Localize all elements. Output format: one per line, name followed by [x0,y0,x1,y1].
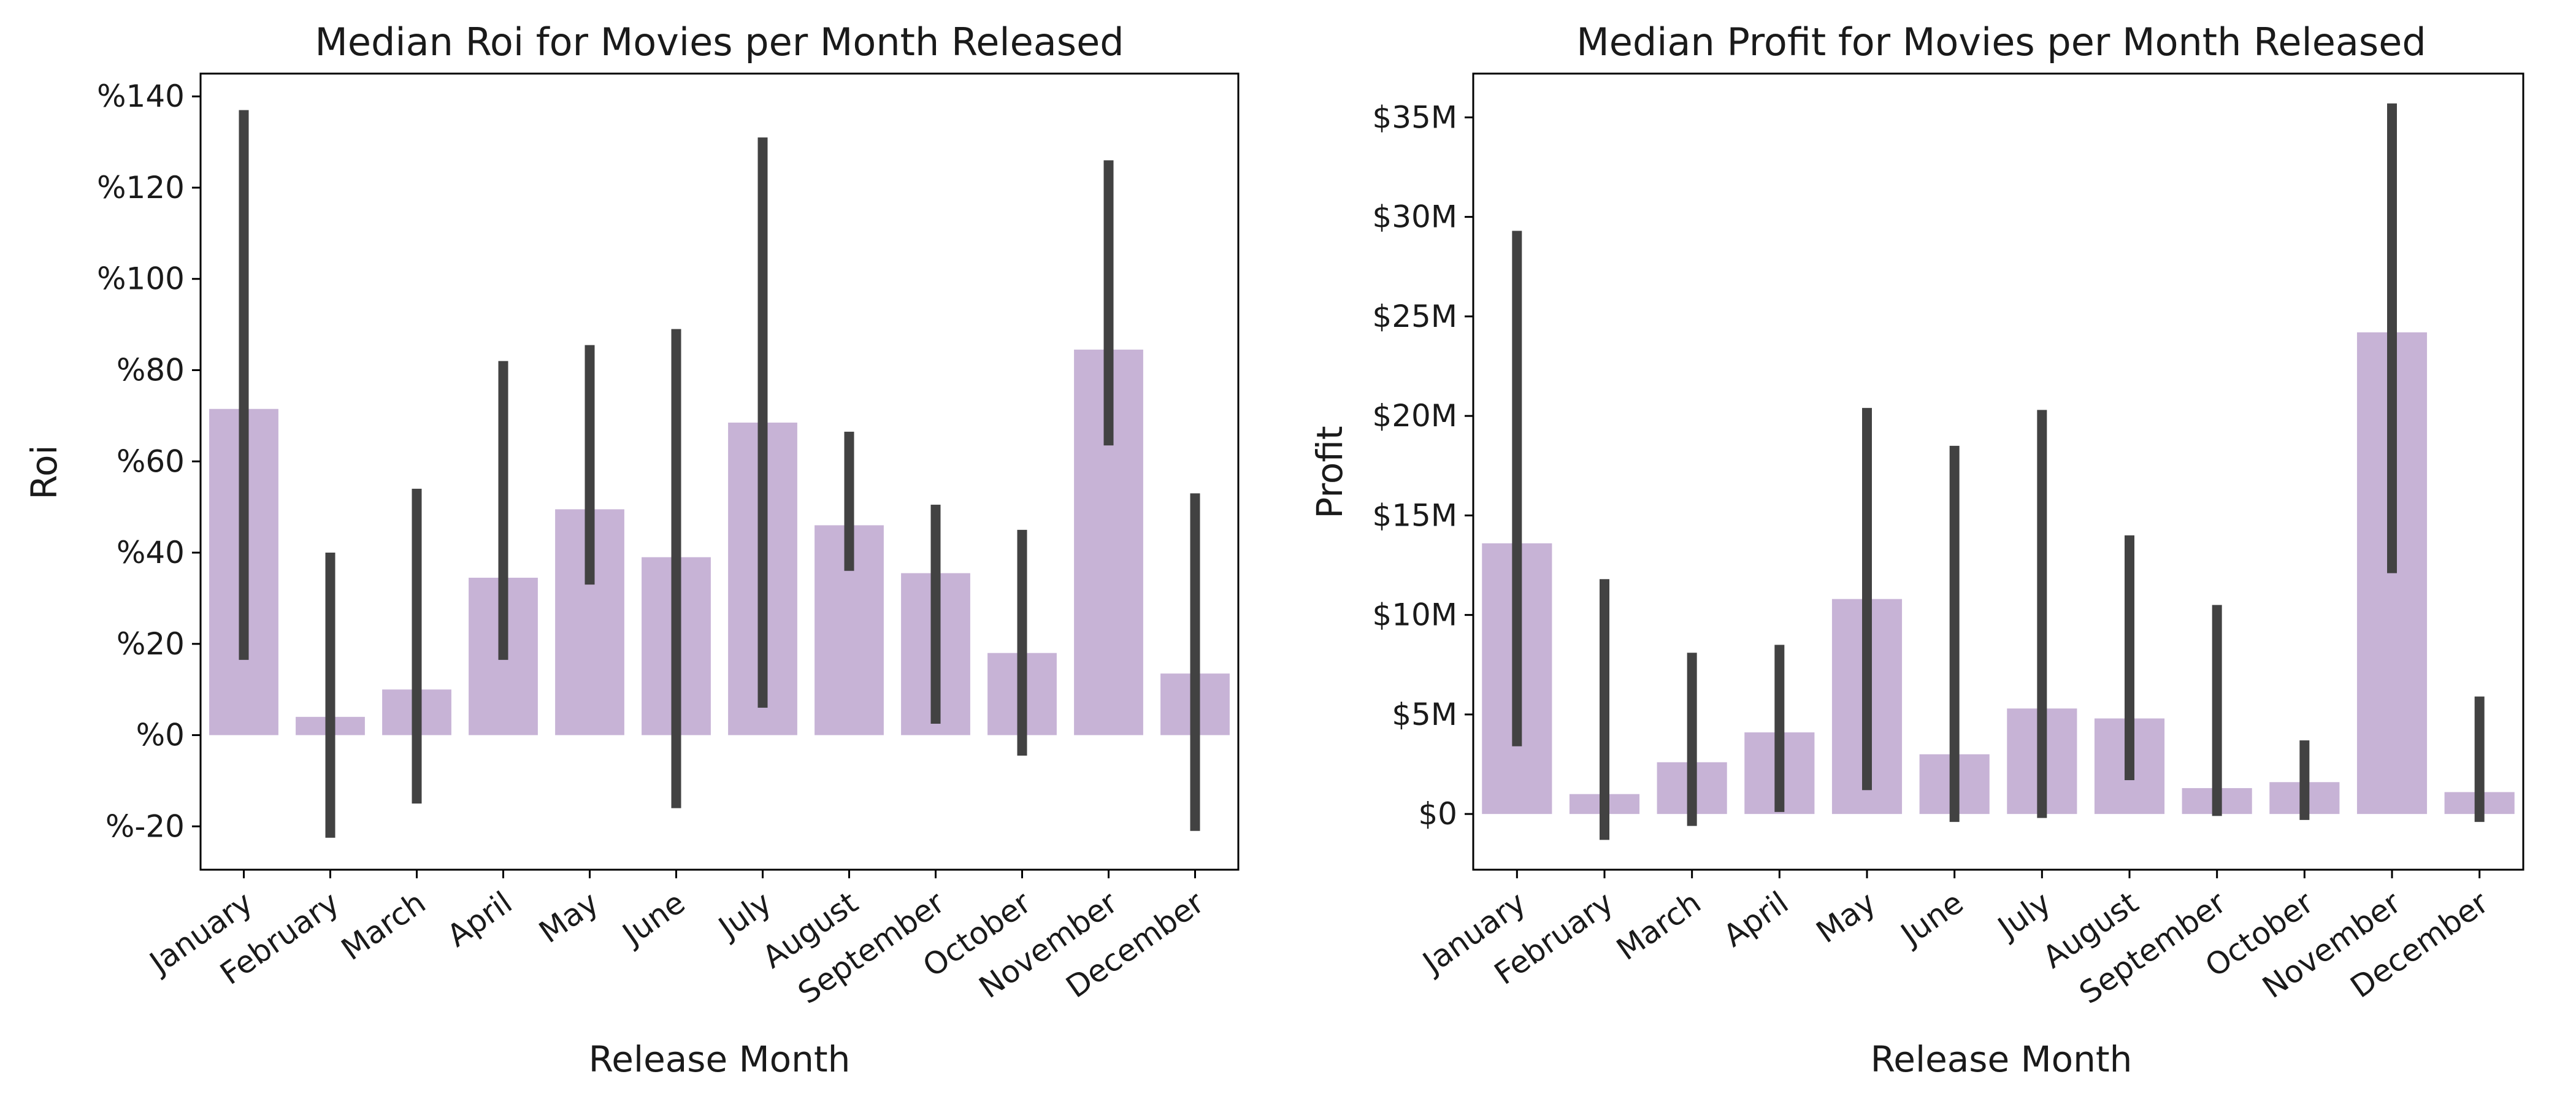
y-tick-label: %40 [117,535,185,570]
y-tick-label: $35M [1372,99,1457,135]
y-tick-label: %120 [97,170,185,205]
x-tick-label: May [1810,884,1882,950]
y-tick-label: $5M [1392,697,1457,732]
x-tick-label: July [1990,884,2057,946]
y-axis: %-20 %0 %20 %40 %60 %80 %100 %120 %140 [97,79,201,844]
chart-title: Median Profit for Movies per Month Relea… [1576,20,2426,64]
bars [1482,332,2515,815]
y-tick-label: %100 [97,261,185,297]
y-tick-label: $10M [1372,597,1457,633]
x-axis-label: Release Month [1871,1038,2133,1080]
y-tick-label: $20M [1372,398,1457,434]
x-tick-label: June [615,884,691,953]
x-tick-label: April [440,884,518,954]
y-tick-label: $0 [1418,796,1457,832]
chart-title: Median Roi for Movies per Month Released [315,20,1124,64]
y-axis-label: Roi [23,445,65,499]
x-tick-label: March [1610,884,1707,967]
y-tick-label: %140 [97,79,185,114]
y-tick-label: %-20 [105,808,185,844]
x-tick-label: March [335,884,432,967]
y-tick-label: %20 [117,626,185,662]
x-tick-label: April [1717,884,1795,954]
error-bars [1512,103,2485,840]
y-axis-label: Profit [1309,426,1351,518]
roi-chart: Median Roi for Movies per Month Released… [23,20,1240,1080]
error-bars [239,110,1200,838]
y-axis: $0 $5M $10M $15M $20M $25M $30M $35M [1372,99,1473,832]
y-tick-label: %0 [136,718,185,753]
bars [209,350,1230,735]
y-tick-label: %80 [117,352,185,388]
y-tick-label: $30M [1372,199,1457,235]
x-tick-label: May [532,884,605,950]
y-tick-label: %60 [117,443,185,479]
x-tick-label: July [711,884,778,946]
y-tick-label: $15M [1372,497,1457,533]
profit-chart: Median Profit for Movies per Month Relea… [1309,20,2524,1080]
x-axis-label: Release Month [589,1038,851,1080]
y-tick-label: $25M [1372,299,1457,334]
x-tick-label: June [1893,884,1970,953]
plot-frame [1472,72,2524,871]
plot-frame [199,72,1240,871]
